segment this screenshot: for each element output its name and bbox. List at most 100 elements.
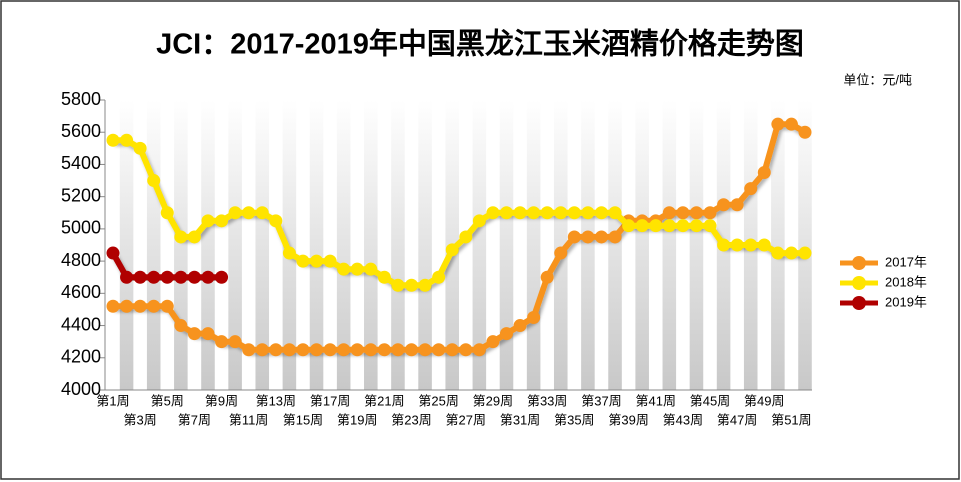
- chart-title: JCI：2017-2019年中国黑龙江玉米酒精价格走势图: [156, 27, 804, 61]
- point: [323, 254, 337, 268]
- point: [486, 206, 500, 220]
- point: [798, 125, 812, 139]
- point: [364, 343, 378, 357]
- point: [757, 238, 771, 252]
- x-tick-label: 第35周: [554, 412, 594, 427]
- band: [309, 100, 324, 390]
- point: [432, 343, 446, 357]
- band: [174, 100, 188, 390]
- point: [296, 343, 310, 357]
- point: [540, 270, 554, 284]
- point: [513, 206, 527, 220]
- y-tick-label: 5000: [61, 218, 101, 238]
- point: [310, 343, 324, 357]
- point: [242, 343, 256, 357]
- point: [459, 230, 473, 244]
- band: [146, 100, 161, 390]
- series-line: [113, 137, 805, 289]
- point: [187, 270, 201, 284]
- band: [526, 100, 541, 390]
- point: [337, 343, 351, 357]
- point: [513, 319, 527, 333]
- point: [282, 343, 296, 357]
- y-tick-label: 4400: [61, 314, 101, 334]
- point: [717, 198, 731, 212]
- y-tick-label: 5800: [61, 89, 101, 109]
- point: [676, 219, 690, 233]
- point: [418, 343, 432, 357]
- point: [622, 219, 636, 233]
- point: [608, 206, 622, 220]
- x-tick-label: 第43周: [663, 412, 703, 427]
- point: [662, 219, 676, 233]
- point: [445, 343, 459, 357]
- x-tick-label: 第39周: [608, 412, 648, 427]
- point: [147, 270, 161, 284]
- point: [242, 206, 256, 220]
- legend-label: 2018年: [885, 274, 927, 289]
- point: [744, 238, 758, 252]
- band: [635, 100, 649, 390]
- point: [201, 327, 215, 341]
- y-tick-label: 4000: [61, 379, 101, 399]
- point: [594, 230, 608, 244]
- point: [771, 117, 785, 131]
- point: [215, 335, 229, 349]
- legend-marker: [852, 256, 866, 270]
- point: [649, 219, 663, 233]
- x-tick-label: 第27周: [446, 412, 486, 427]
- point: [391, 278, 405, 292]
- point: [147, 299, 161, 313]
- x-tick-label: 第37周: [581, 393, 621, 408]
- x-tick-label: 第1周: [96, 393, 129, 408]
- point: [730, 238, 744, 252]
- x-tick-label: 第31周: [500, 412, 540, 427]
- point: [255, 343, 269, 357]
- point: [405, 343, 419, 357]
- x-tick-label: 第19周: [337, 412, 377, 427]
- band: [282, 100, 297, 390]
- x-tick-label: 第7周: [178, 412, 211, 427]
- point: [228, 206, 242, 220]
- point: [269, 214, 283, 228]
- band: [499, 100, 514, 390]
- point: [527, 206, 541, 220]
- point: [757, 166, 771, 179]
- point: [350, 343, 364, 357]
- point: [635, 219, 649, 233]
- y-tick-label: 4200: [61, 347, 101, 367]
- unit-label: 单位：元/吨: [843, 72, 912, 87]
- point: [771, 246, 785, 260]
- point: [174, 270, 188, 284]
- x-tick-label: 第29周: [473, 393, 513, 408]
- point: [445, 243, 459, 257]
- point: [187, 230, 201, 244]
- band: [201, 100, 215, 390]
- point: [391, 343, 405, 357]
- band: [391, 100, 405, 390]
- point: [120, 299, 134, 313]
- point: [432, 270, 446, 284]
- point: [499, 327, 513, 341]
- point: [120, 133, 134, 147]
- point: [418, 278, 432, 292]
- point: [540, 206, 554, 220]
- point: [689, 219, 703, 233]
- point: [120, 270, 134, 284]
- band: [418, 100, 432, 390]
- point: [187, 327, 201, 341]
- point: [215, 270, 229, 284]
- point: [499, 206, 513, 220]
- point: [527, 311, 541, 324]
- point: [201, 214, 215, 228]
- point: [106, 246, 120, 260]
- x-tick-label: 第13周: [256, 393, 296, 408]
- point: [676, 206, 690, 220]
- band: [119, 100, 134, 390]
- point: [567, 230, 581, 244]
- x-tick-label: 第15周: [283, 412, 323, 427]
- point: [296, 254, 310, 268]
- point: [472, 214, 486, 228]
- point: [689, 206, 703, 220]
- point: [350, 262, 364, 276]
